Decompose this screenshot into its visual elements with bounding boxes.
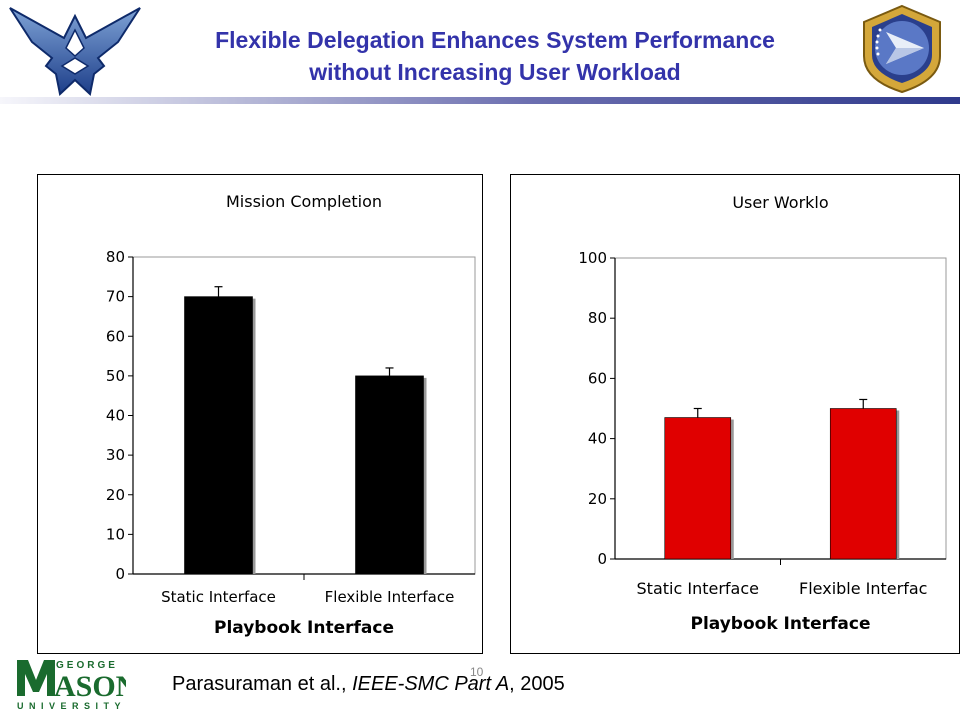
slide-title: Flexible Delegation Enhances System Perf…	[150, 24, 840, 88]
air-force-logo	[6, 4, 144, 100]
citation: Parasuraman et al., IEEE-SMC Part A, 200…	[172, 673, 565, 696]
afrl-seal-logo	[856, 2, 948, 94]
x-category-label: Static Interface	[161, 588, 276, 606]
x-axis-title: Playbook Interface	[214, 618, 394, 638]
bar	[355, 375, 424, 575]
y-tick-label: 30	[106, 446, 125, 464]
slide-title-line-1: Flexible Delegation Enhances System Perf…	[215, 27, 775, 53]
x-category-label: Static Interface	[637, 579, 759, 598]
y-tick-label: 40	[106, 407, 125, 425]
y-tick-label: 80	[106, 248, 125, 266]
citation-year: , 2005	[509, 673, 565, 695]
bar	[184, 296, 253, 575]
george-mason-university-logo: GEORGE ASON UNIVERSITY	[14, 654, 138, 712]
y-tick-label: 50	[106, 367, 125, 385]
title-rule-bar	[0, 97, 960, 104]
mission-completion-chart: Mission Completion 0 10 20 30 40 50 60 70 80 Stati…	[37, 174, 483, 654]
user-workload-chart-svg: User Worklo 0 20 40 60 80 100 Static Interface F…	[578, 193, 947, 634]
citation-journal: IEEE-SMC Part A	[352, 673, 510, 695]
y-tick-label: 0	[597, 550, 607, 568]
slide-number: 10	[470, 665, 484, 679]
chart-title: User Worklo	[732, 193, 828, 212]
y-tick-label: 0	[115, 565, 125, 583]
user-workload-chart: User Worklo 0 20 40 60 80 100 Static Interface F…	[510, 174, 960, 654]
y-tick-label: 80	[588, 309, 607, 327]
y-tick-label: 20	[106, 486, 125, 504]
y-tick-label: 20	[588, 490, 607, 508]
mission-completion-chart-svg: Mission Completion 0 10 20 30 40 50 60 70 80 Stati…	[106, 192, 476, 638]
svg-text:UNIVERSITY: UNIVERSITY	[17, 701, 126, 711]
y-tick-label: 60	[106, 327, 125, 345]
y-tick-label: 40	[588, 430, 607, 448]
y-tick-label: 70	[106, 288, 125, 306]
y-tick-label: 10	[106, 525, 125, 543]
slide-title-line-2: without Increasing User Workload	[309, 59, 681, 85]
y-tick-label: 60	[588, 369, 607, 387]
y-tick-label: 100	[578, 249, 607, 267]
svg-text:GEORGE: GEORGE	[56, 660, 118, 671]
citation-author: Parasuraman et al.,	[172, 673, 353, 695]
x-axis-title: Playbook Interface	[690, 614, 870, 634]
chart-title: Mission Completion	[226, 192, 382, 211]
bar	[829, 408, 897, 560]
x-category-label: Flexible Interfac	[799, 579, 927, 598]
x-category-label: Flexible Interface	[325, 588, 455, 606]
bar	[664, 417, 732, 560]
svg-text:ASON: ASON	[54, 670, 126, 703]
